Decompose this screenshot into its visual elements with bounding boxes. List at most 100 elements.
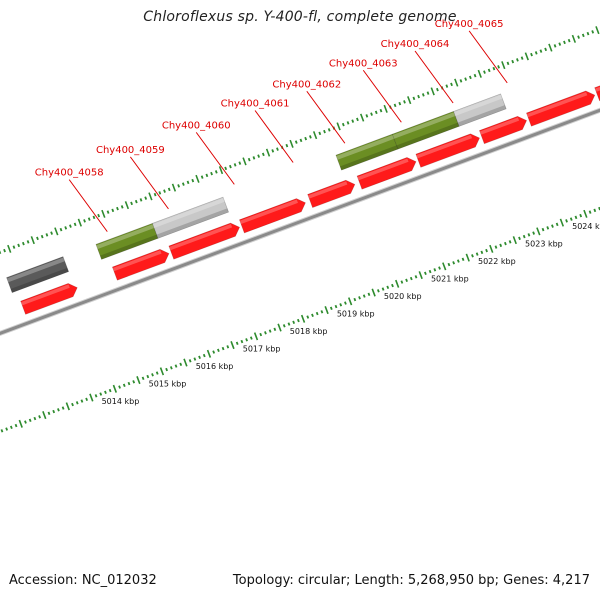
gene-label: Chy400_4064 (381, 39, 450, 50)
gene-feature-light-gray-highlight (453, 94, 503, 117)
gene-label: Chy400_4059 (96, 145, 165, 156)
kbp-label: 5019 kbp (337, 309, 375, 318)
upper-ruler-minor-tick (450, 82, 453, 87)
upper-ruler-minor-tick (64, 226, 68, 230)
upper-ruler-major-tick (430, 87, 435, 96)
lower-ruler-minor-tick (522, 234, 526, 239)
lower-ruler-major-tick (583, 209, 588, 218)
upper-ruler-minor-tick (558, 42, 562, 46)
cds-arrow-highlight (239, 199, 298, 225)
lower-ruler-minor-tick (80, 399, 84, 403)
gene-feature-green-highlight (96, 224, 155, 250)
lower-ruler-minor-tick (193, 357, 197, 361)
upper-ruler-minor-tick (327, 128, 331, 132)
upper-ruler-major-tick (265, 148, 271, 157)
lower-ruler-minor-tick (381, 287, 385, 291)
lower-ruler-minor-tick (151, 373, 154, 377)
lower-ruler-minor-tick (424, 271, 427, 276)
upper-ruler-major-tick (148, 192, 153, 201)
lower-ruler-minor-tick (94, 394, 98, 398)
upper-ruler-major-tick (289, 139, 294, 148)
lower-ruler-minor-tick (475, 252, 479, 256)
lower-ruler-minor-tick (518, 236, 521, 241)
upper-ruler-minor-tick (224, 166, 228, 171)
upper-ruler-minor-tick (567, 38, 571, 43)
upper-ruler-minor-tick (271, 149, 275, 153)
upper-feature-track (6, 93, 507, 293)
lower-ruler-minor-tick (71, 402, 74, 407)
upper-ruler-minor-tick (238, 161, 242, 165)
lower-ruler-minor-tick (9, 425, 13, 430)
upper-ruler-minor-tick (309, 135, 312, 139)
lower-ruler-minor-tick (141, 376, 145, 381)
cds-feature-track (20, 85, 600, 315)
upper-ruler-major-tick (124, 201, 130, 210)
gene-feature-dark-gray (6, 256, 69, 293)
upper-ruler-minor-tick (139, 198, 143, 202)
lower-ruler-minor-tick (362, 294, 366, 298)
lower-ruler-minor-tick (574, 215, 578, 220)
lower-ruler-minor-tick (85, 397, 89, 402)
upper-ruler-minor-tick (69, 224, 72, 228)
upper-ruler-major-tick (571, 34, 577, 43)
gene-label: Chy400_4062 (272, 79, 341, 90)
lower-ruler-minor-tick (391, 283, 394, 288)
lower-ruler-minor-tick (174, 364, 178, 368)
gene-label: Chy400_4058 (35, 168, 104, 179)
gene-feature-light-gray-shade (457, 105, 507, 127)
lower-ruler-minor-tick (569, 217, 573, 221)
upper-ruler-minor-tick (468, 75, 472, 80)
lower-ruler-minor-tick (240, 339, 244, 344)
upper-ruler-minor-tick (586, 31, 590, 36)
lower-ruler-minor-tick (306, 315, 310, 319)
lower-ruler-major-tick (536, 227, 541, 236)
upper-ruler-minor-tick (417, 94, 420, 99)
cds-arrow (20, 283, 78, 315)
lower-ruler-minor-tick (438, 266, 441, 270)
upper-ruler-minor-tick (374, 110, 378, 115)
gene-leader-line (68, 179, 108, 232)
gene-feature-green-highlight (392, 112, 456, 139)
lower-ruler-minor-tick (344, 301, 347, 305)
upper-ruler-minor-tick (365, 114, 369, 118)
upper-ruler-minor-tick (591, 30, 595, 34)
lower-ruler-minor-tick (447, 262, 451, 267)
lower-ruler-minor-tick (433, 268, 437, 272)
upper-ruler-major-tick (171, 183, 177, 192)
upper-ruler-minor-tick (153, 192, 157, 197)
gene-leader-line (195, 132, 235, 185)
gene-leader-line (468, 30, 508, 84)
kbp-label: 5017 kbp (243, 344, 281, 353)
lower-ruler-major-tick (347, 297, 353, 306)
lower-ruler-minor-tick (461, 257, 465, 262)
gene-feature-light-gray-shade (156, 208, 229, 239)
lower-ruler-minor-tick (104, 390, 107, 395)
lower-ruler-minor-tick (588, 210, 592, 214)
upper-ruler-major-tick (242, 157, 247, 166)
lower-ruler-major-tick (300, 314, 306, 323)
lower-ruler-minor-tick (146, 374, 150, 379)
upper-ruler-minor-tick (120, 205, 124, 209)
upper-ruler-minor-tick (398, 101, 402, 106)
upper-ruler-major-tick (595, 26, 600, 35)
lower-ruler-major-tick (18, 419, 23, 428)
lower-ruler-minor-tick (541, 227, 545, 232)
kbp-label-layer: 5014 kbp 5015 kbp 5016 kbp 5017 kbp 5018 kbp… (102, 222, 600, 406)
cds-arrow-highlight (526, 91, 588, 118)
upper-ruler-major-tick (524, 52, 529, 61)
upper-ruler-minor-tick (294, 140, 298, 144)
upper-ruler-major-tick (501, 61, 506, 70)
upper-ruler-minor-tick (421, 93, 425, 97)
gene-feature-light-gray (152, 196, 229, 239)
lower-ruler-major-tick (230, 341, 235, 350)
lower-ruler-minor-tick (315, 311, 319, 316)
kbp-label: 5020 kbp (384, 292, 422, 301)
upper-ruler-minor-tick (45, 233, 49, 237)
kbp-label: 5024 kbp (572, 222, 600, 231)
upper-ruler-minor-tick (511, 59, 515, 64)
upper-ruler-major-tick (195, 174, 200, 183)
cds-arrow (526, 90, 596, 127)
upper-ruler-major-tick (407, 96, 412, 105)
lower-ruler-minor-tick (593, 208, 597, 213)
